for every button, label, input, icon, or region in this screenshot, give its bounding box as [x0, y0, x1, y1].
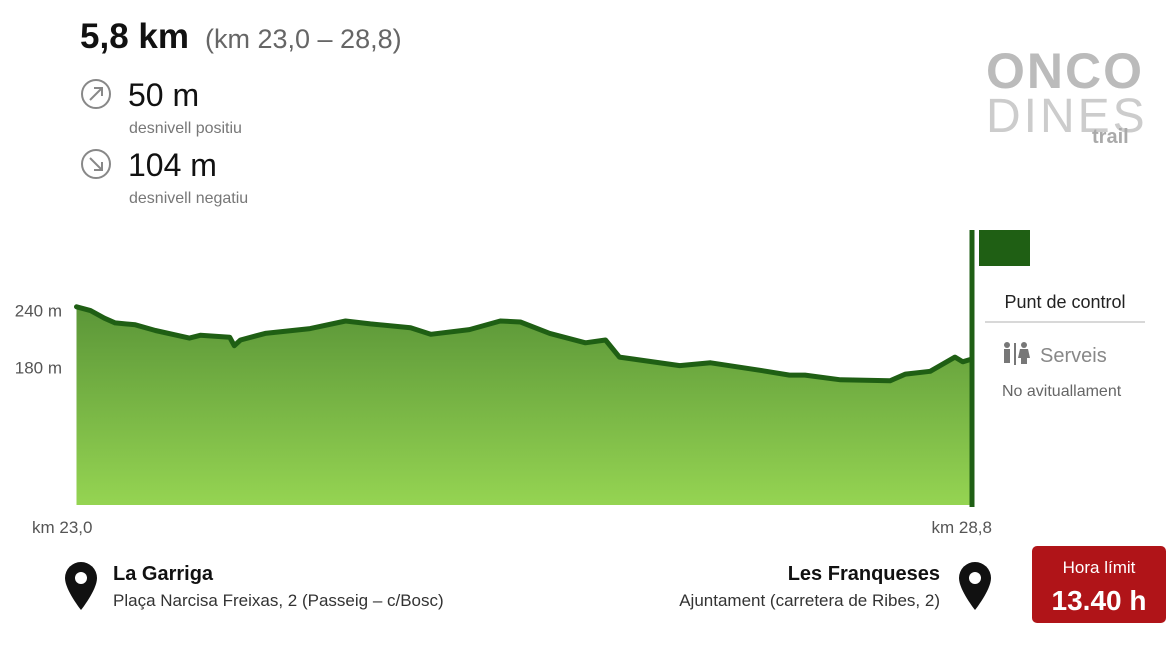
supply: No avituallament	[1002, 383, 1122, 400]
services: Serveis	[1040, 345, 1107, 367]
logo-line: ONCO	[986, 43, 1144, 99]
elevation-area	[76, 306, 972, 505]
end-name: Les Franqueses	[788, 563, 940, 585]
ascent-label: desnivell positiu	[129, 120, 242, 137]
end-pin	[959, 562, 991, 610]
end-address: Ajuntament (carretera de Ribes, 2)	[679, 591, 940, 610]
start-address: Plaça Narcisa Freixas, 2 (Passeig – c/Bo…	[113, 591, 444, 610]
descent: 104 m	[128, 147, 217, 183]
y-tick-label: 180 m	[15, 359, 62, 378]
ascent: 50 m	[128, 77, 199, 113]
control-title: Punt de control	[1004, 292, 1125, 312]
logo-line: DINES	[986, 90, 1148, 143]
distance: 5,8 km	[80, 17, 189, 56]
x-tick-label: km 23,0	[32, 518, 92, 537]
logo-line: trail	[1092, 126, 1129, 148]
elevation-line	[74, 304, 975, 384]
start-pin	[65, 562, 97, 610]
y-tick-label: 240 m	[15, 302, 62, 321]
deadline-box	[1032, 546, 1166, 623]
control-flag	[979, 230, 1030, 266]
elevation-chart: 240 m 180 m km 23,0 km 28,8	[15, 230, 1030, 537]
deadline-label: Hora límit	[1063, 558, 1136, 577]
start-name: La Garriga	[113, 563, 214, 585]
descent-label: desnivell negatiu	[129, 190, 248, 207]
km-range: (km 23,0 – 28,8)	[205, 24, 402, 54]
ascent-icon	[81, 79, 111, 109]
descent-icon	[81, 149, 111, 179]
deadline-time: 13.40 h	[1052, 585, 1147, 616]
x-tick-label: km 28,8	[932, 518, 992, 537]
toilet-icon	[1004, 342, 1030, 365]
